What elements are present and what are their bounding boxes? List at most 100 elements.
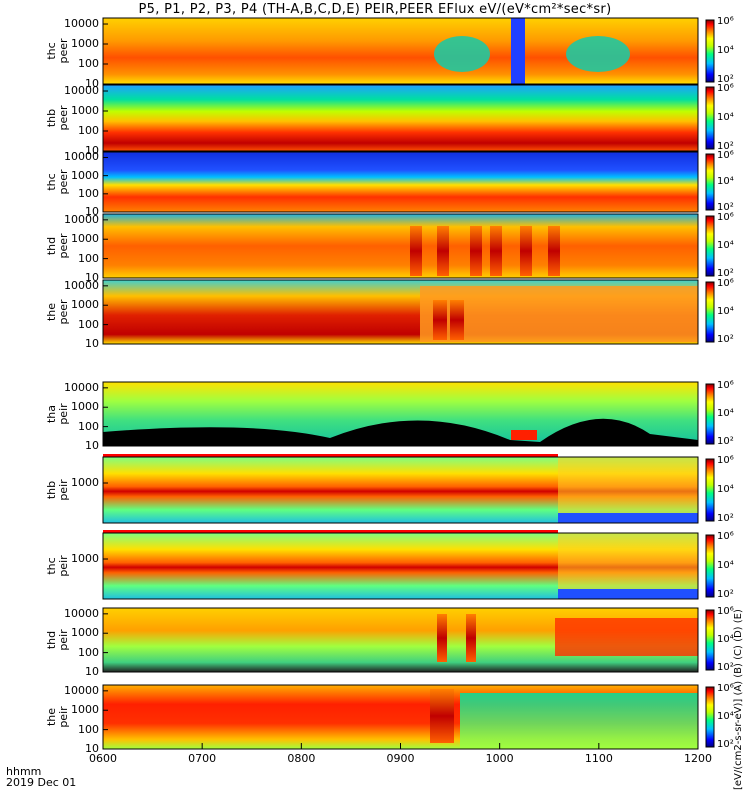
y-tick-label: 100 bbox=[78, 317, 99, 331]
no-data-region bbox=[103, 418, 698, 446]
colorbar-tick-label: 10² bbox=[717, 513, 734, 524]
colorbar-units-label: [eV/(cm2-s-sr-eV)] (A) (B) (C) (D) (E) bbox=[733, 609, 744, 790]
y-tick-label: 1000 bbox=[71, 703, 99, 717]
flag-bar bbox=[103, 530, 558, 533]
spectrogram-image bbox=[103, 152, 698, 212]
colorbar-tick-label: 10⁶ bbox=[717, 455, 734, 466]
low-flux-band bbox=[558, 513, 698, 523]
x-axis-date-label: 2019 Dec 01 bbox=[6, 776, 77, 789]
x-tick-label: 1100 bbox=[584, 752, 613, 765]
panel-4 bbox=[102, 213, 699, 279]
burst-band bbox=[433, 300, 447, 340]
x-axis-unit-label: hhmm bbox=[6, 765, 42, 778]
colorbar-tick-label: 10² bbox=[717, 74, 734, 85]
y-tick-label: 1000 bbox=[71, 168, 99, 182]
y-tick-label: 10000 bbox=[64, 84, 99, 98]
colorbar-tick-label: 10⁶ bbox=[717, 380, 734, 391]
panel-8 bbox=[102, 530, 699, 600]
colorbar-tick-label: 10² bbox=[717, 739, 734, 750]
colorbar-tick-label: 10⁶ bbox=[717, 278, 734, 289]
y-tick-label: 100 bbox=[78, 645, 99, 659]
y-tick-label: 10000 bbox=[64, 606, 99, 620]
y-tick-label: 10 bbox=[85, 144, 99, 157]
y-tick-label: 100 bbox=[78, 124, 99, 137]
colorbar-tick-label: 10⁴ bbox=[717, 240, 734, 251]
colorbar-tick-label: 10² bbox=[717, 436, 734, 447]
colorbar-tick-label: 10⁶ bbox=[717, 531, 734, 542]
y-tick-label: 1000 bbox=[71, 476, 99, 489]
colorbar-scale bbox=[705, 19, 715, 83]
y-tick-label: 10000 bbox=[64, 683, 99, 697]
panel-frame bbox=[102, 17, 699, 85]
colorbar-tick-label: 10⁶ bbox=[717, 83, 734, 94]
y-tick-label: 10000 bbox=[64, 380, 99, 394]
panel-9 bbox=[102, 607, 699, 673]
colorbar-scale bbox=[705, 153, 715, 211]
burst-band bbox=[490, 226, 502, 276]
panel-7 bbox=[102, 454, 699, 524]
dropout-band bbox=[511, 18, 525, 84]
y-tick-label: 100 bbox=[78, 722, 99, 736]
spectrogram-image bbox=[103, 85, 698, 151]
y-tick-label: 10 bbox=[85, 205, 99, 218]
colorbar-7 bbox=[705, 458, 715, 522]
panel-frame bbox=[102, 532, 699, 600]
panel-frame bbox=[102, 456, 699, 524]
y-tick-label: 10000 bbox=[64, 17, 99, 31]
colorbar-tick-label: 10⁴ bbox=[717, 484, 734, 495]
low-flux-band bbox=[558, 589, 698, 599]
region-shift bbox=[460, 693, 698, 749]
colorbar-tick-label: 10⁶ bbox=[717, 150, 734, 161]
panel-frame bbox=[102, 607, 699, 673]
y-tick-label: 1000 bbox=[71, 298, 99, 312]
colorbar-tick-label: 10² bbox=[717, 334, 734, 345]
y-tick-label: 1000 bbox=[71, 37, 99, 50]
burst-band bbox=[437, 614, 447, 662]
colorbar-2 bbox=[705, 86, 715, 150]
burst-band bbox=[470, 226, 482, 276]
y-tick-label: 1000 bbox=[71, 232, 99, 246]
y-tick-label: 1000 bbox=[71, 552, 99, 565]
colorbar-tick-label: 10⁶ bbox=[717, 683, 734, 694]
colorbar-tick-label: 10² bbox=[717, 268, 734, 279]
panel-2 bbox=[102, 84, 699, 152]
x-tick-label: 0800 bbox=[287, 752, 316, 765]
burst-band bbox=[466, 614, 476, 662]
panel-frame bbox=[102, 381, 699, 447]
colorbar-tick-label: 10⁴ bbox=[717, 634, 734, 645]
y-tick-label: 100 bbox=[78, 57, 99, 70]
colorbar-scale bbox=[705, 383, 715, 445]
panel-frame bbox=[102, 279, 699, 345]
colorbar-tick-label: 10² bbox=[717, 141, 734, 152]
colorbar-10 bbox=[705, 686, 715, 748]
flux-enhancement bbox=[555, 618, 698, 656]
flux-depletion bbox=[434, 36, 490, 72]
x-tick-label: 0900 bbox=[386, 752, 415, 765]
colorbar-tick-label: 10² bbox=[717, 589, 734, 600]
panel-5 bbox=[102, 279, 699, 345]
colorbar-9 bbox=[705, 609, 715, 671]
colorbar-tick-label: 10⁴ bbox=[717, 711, 734, 722]
y-tick-label: 10 bbox=[85, 439, 99, 452]
burst-band bbox=[548, 226, 560, 276]
x-tick-label: 0600 bbox=[89, 752, 117, 765]
y-tick-label: 100 bbox=[78, 419, 99, 433]
x-tick-label: 1000 bbox=[485, 752, 514, 765]
panel-frame bbox=[102, 84, 699, 152]
colorbar-scale bbox=[705, 215, 715, 277]
region-shift bbox=[558, 533, 698, 599]
colorbar-tick-label: 10⁶ bbox=[717, 16, 734, 27]
colorbar-scale bbox=[705, 609, 715, 671]
colorbar-scale bbox=[705, 686, 715, 748]
burst-band bbox=[437, 226, 449, 276]
colorbar-tick-label: 10⁴ bbox=[717, 112, 734, 123]
flux-enhancement bbox=[511, 430, 537, 440]
x-axis-info: hhmm 2019 Dec 01 bbox=[6, 766, 76, 788]
burst-band bbox=[520, 226, 532, 276]
panel-frame bbox=[102, 151, 699, 213]
colorbar-4 bbox=[705, 215, 715, 277]
burst-band bbox=[410, 226, 422, 276]
colorbar-tick-label: 10⁶ bbox=[717, 212, 734, 223]
colorbar-tick-label: 10⁴ bbox=[717, 45, 734, 56]
